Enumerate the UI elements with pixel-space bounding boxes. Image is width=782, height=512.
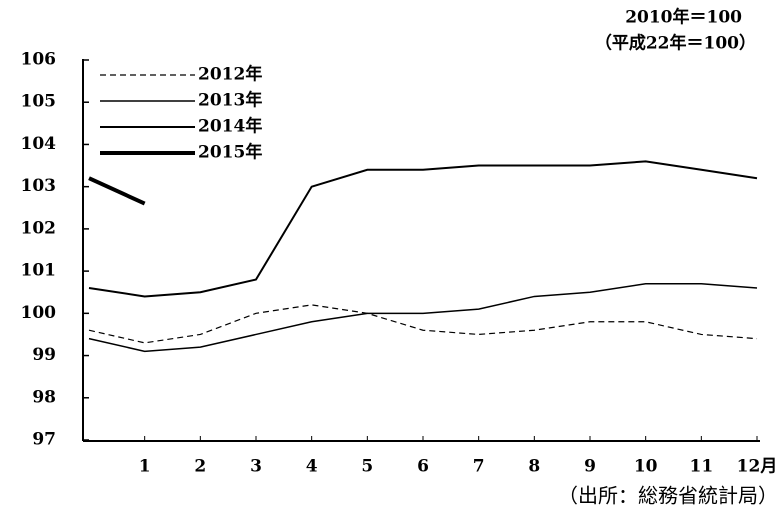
series-line: [88, 283, 758, 353]
x-tick-label: 5: [361, 457, 373, 477]
y-tick-label: 100: [21, 303, 57, 323]
legend-label: 2014年: [198, 116, 262, 137]
legend-label: 2015年: [198, 142, 262, 163]
x-tick-label: 7: [473, 457, 485, 477]
legend-label: 2013年: [198, 90, 262, 111]
x-tick-label: 11: [689, 457, 713, 477]
y-tick-label: 104: [21, 134, 57, 154]
x-tick-label: 8: [528, 457, 540, 477]
y-tick-label: 101: [21, 261, 57, 281]
x-tick-label: 2: [194, 457, 206, 477]
series-line: [88, 160, 758, 298]
series-line: [88, 176, 146, 206]
y-tick-label: 102: [21, 218, 57, 238]
x-tick-label: 3: [250, 457, 262, 477]
y-tick-label: 99: [32, 345, 56, 365]
y-tick-label: 97: [32, 430, 56, 450]
y-tick-label: 106: [21, 50, 57, 70]
x-tick-label: 12月: [737, 457, 778, 477]
x-tick-label: 1: [139, 457, 151, 477]
source: （出所：総務省統計局）: [558, 484, 778, 508]
y-tick-label: 105: [21, 92, 57, 112]
legend-label: 2012年: [198, 64, 262, 85]
y-tick-label: 98: [32, 387, 56, 407]
x-tick-label: 9: [584, 457, 596, 477]
series-line: [88, 304, 758, 344]
y-tick-label: 103: [21, 176, 57, 196]
x-tick-label: 10: [634, 457, 658, 477]
unit-note: （平成22年＝100）: [595, 33, 756, 54]
x-tick-label: 4: [306, 457, 318, 477]
unit-note: 2010年＝100: [625, 7, 742, 28]
x-tick-label: 6: [417, 457, 429, 477]
